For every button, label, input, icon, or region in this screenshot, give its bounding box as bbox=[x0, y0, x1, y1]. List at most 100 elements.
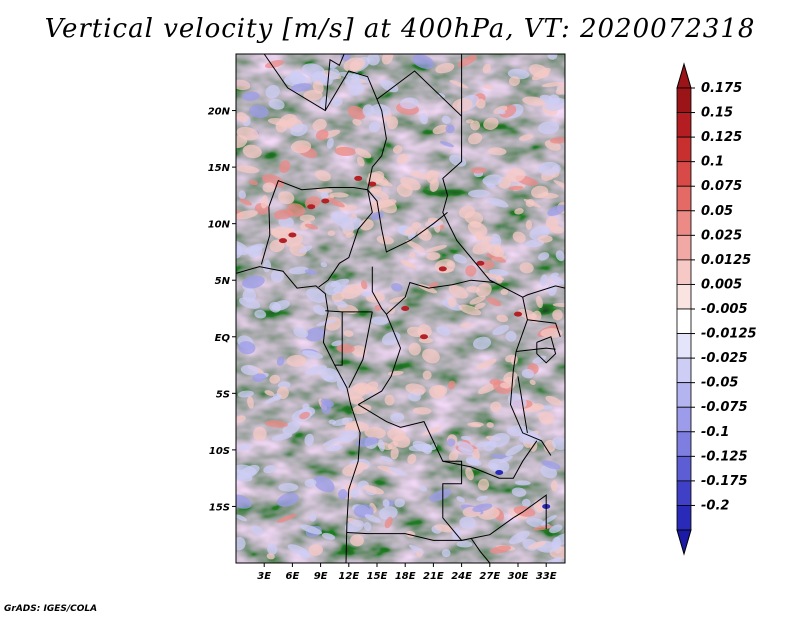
field-cell bbox=[439, 141, 455, 148]
field-cell bbox=[270, 269, 284, 283]
colorbar-swatch bbox=[676, 382, 692, 408]
field-cell bbox=[340, 54, 352, 62]
field-cell bbox=[538, 161, 561, 176]
field-cell bbox=[352, 118, 362, 126]
field-cell bbox=[313, 475, 335, 493]
field-cell bbox=[327, 230, 336, 236]
lat-tick-label: 20N bbox=[208, 107, 231, 118]
lat-tick-label: 10N bbox=[208, 220, 231, 231]
field-cell bbox=[508, 530, 530, 545]
field-cell bbox=[433, 385, 448, 396]
field-cell bbox=[541, 460, 561, 470]
field-cell bbox=[529, 379, 536, 385]
colorbar-swatch bbox=[676, 185, 692, 212]
field-cell bbox=[277, 492, 299, 507]
colorbar-swatch bbox=[676, 333, 692, 359]
field-cell bbox=[475, 358, 497, 370]
field-cell bbox=[360, 280, 368, 290]
field-cell bbox=[480, 260, 495, 270]
field-cell bbox=[322, 438, 340, 447]
field-cell bbox=[467, 189, 491, 198]
colorbar-swatch bbox=[676, 210, 692, 236]
colorbar-label: 0.05 bbox=[701, 204, 733, 219]
field-cell bbox=[238, 341, 256, 355]
field-cell bbox=[500, 382, 512, 389]
field-cell bbox=[476, 495, 488, 501]
field-cell bbox=[446, 438, 456, 447]
field-cell bbox=[330, 278, 350, 288]
colorbar-swatch bbox=[676, 284, 692, 310]
field-cell bbox=[347, 105, 366, 120]
field-cell bbox=[299, 524, 323, 535]
field-cell bbox=[445, 124, 455, 134]
field-cell bbox=[336, 344, 355, 354]
field-core bbox=[495, 470, 504, 476]
field-cell bbox=[533, 525, 553, 531]
field-cell bbox=[488, 147, 507, 156]
field-cell bbox=[394, 498, 405, 508]
field-cell bbox=[465, 467, 474, 481]
field-core bbox=[514, 311, 522, 317]
field-cell bbox=[355, 437, 379, 447]
field-cell bbox=[447, 380, 456, 390]
colorbar-swatch bbox=[676, 136, 692, 163]
field-core bbox=[401, 306, 410, 311]
field-cell bbox=[236, 112, 249, 123]
field-cell bbox=[271, 226, 294, 241]
field-cell bbox=[332, 417, 353, 426]
field-cell bbox=[505, 167, 526, 183]
field-cell bbox=[448, 297, 457, 308]
lon-tick-label: 15E bbox=[367, 571, 388, 582]
field-cell bbox=[519, 134, 534, 141]
field-cell bbox=[508, 185, 524, 191]
field-cell bbox=[349, 395, 365, 405]
field-cell bbox=[236, 415, 246, 423]
field-cell bbox=[550, 480, 558, 492]
field-cell bbox=[476, 283, 492, 298]
field-cell bbox=[263, 465, 276, 474]
field-cell bbox=[460, 435, 471, 441]
field-cell bbox=[457, 55, 477, 67]
field-cell bbox=[555, 250, 565, 262]
field-cell bbox=[328, 61, 338, 69]
field-cell bbox=[532, 355, 547, 364]
field-core bbox=[279, 238, 287, 244]
border-line bbox=[513, 494, 547, 530]
field-cell bbox=[271, 433, 293, 441]
field-cell bbox=[236, 514, 248, 522]
field-cell bbox=[380, 456, 393, 463]
field-cell bbox=[236, 165, 260, 174]
field-cell bbox=[315, 170, 331, 182]
field-cell bbox=[388, 467, 407, 476]
field-cell bbox=[312, 80, 324, 94]
field-cell bbox=[545, 395, 563, 406]
field-cell bbox=[237, 444, 251, 451]
field-cell bbox=[552, 302, 565, 308]
field-cell bbox=[531, 310, 542, 323]
field-cell bbox=[483, 84, 494, 90]
field-cell bbox=[237, 465, 260, 480]
border-line bbox=[348, 311, 373, 388]
field-cell bbox=[427, 170, 441, 175]
field-cell bbox=[467, 422, 482, 428]
field-core bbox=[354, 175, 363, 181]
field-cell bbox=[508, 76, 520, 87]
border-line bbox=[367, 189, 448, 253]
field-cell bbox=[505, 444, 524, 457]
field-cell bbox=[264, 420, 288, 428]
field-cell bbox=[242, 288, 257, 303]
field-cell bbox=[242, 91, 260, 101]
field-cell bbox=[305, 327, 326, 342]
field-cell bbox=[459, 516, 477, 530]
field-cell bbox=[276, 356, 285, 366]
field-cell bbox=[400, 97, 419, 110]
lon-ticks: 3E 6E 9E 12E 15E 18E 21E 24E 27E 30E 33E bbox=[257, 563, 557, 582]
field-cell bbox=[419, 113, 428, 125]
field-cell bbox=[460, 322, 473, 328]
field-cell bbox=[537, 121, 560, 135]
colorbar-label: -0.005 bbox=[701, 302, 748, 317]
field-cell bbox=[331, 97, 343, 107]
field-cell bbox=[248, 179, 258, 186]
field-cell bbox=[290, 83, 312, 92]
field-cell bbox=[327, 197, 345, 208]
